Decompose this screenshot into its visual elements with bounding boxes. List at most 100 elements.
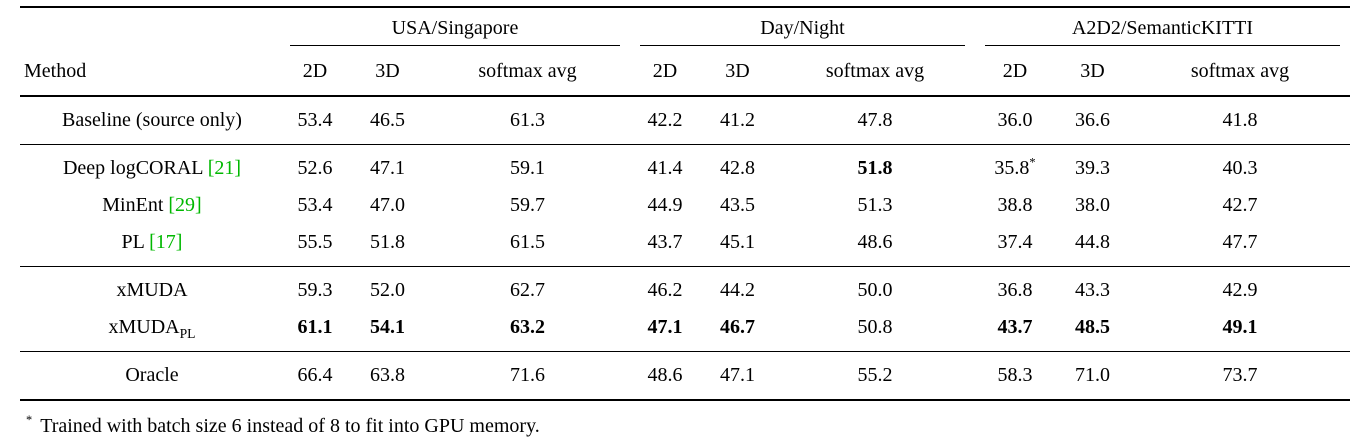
value-cell: 42.2 (647, 109, 683, 131)
value-cell: 37.4 (997, 231, 1033, 253)
citation-ref: [17] (144, 231, 183, 253)
value-cell: 43.7 (647, 231, 683, 253)
method-name: xMUDA (108, 316, 180, 338)
method-cell: Oracle (20, 352, 280, 401)
column-header-3d: 3D (1080, 60, 1105, 82)
table-row: xMUDA 59.3 52.0 62.7 46.2 44.2 50.0 36.8 43.3 42.… (20, 267, 1350, 310)
value-cell: 47.0 (370, 194, 405, 216)
value-cell: 44.2 (720, 279, 755, 301)
value-cell: 45.1 (720, 231, 755, 253)
value-cell: 38.8 (997, 194, 1033, 216)
value-cell: 47.1 (370, 157, 405, 179)
value-cell: 47.7 (1222, 231, 1258, 253)
table-section: Deep logCORAL [21] 52.6 47.1 59.1 41.4 42.8 51… (20, 144, 1351, 267)
table-row: MinEnt [29] 53.4 47.0 59.7 44.9 43.5 51.3 38.8 3… (20, 187, 1350, 224)
value-cell: 52.0 (370, 279, 405, 301)
table-row: Deep logCORAL [21] 52.6 47.1 59.1 41.4 42.8 51… (20, 145, 1350, 188)
value-cell: 48.5 (1075, 316, 1110, 338)
value-cell: 48.6 (647, 364, 683, 386)
value-cell: 40.3 (1222, 157, 1258, 179)
value-cell: 53.4 (297, 194, 333, 216)
column-header-3d: 3D (725, 60, 750, 82)
value-cell: 51.3 (857, 194, 893, 216)
value-cell: 47.8 (857, 109, 893, 131)
value-cell: 39.3 (1075, 157, 1110, 179)
group-label: Day/Night (640, 17, 965, 46)
value-cell: 53.4 (297, 109, 333, 131)
table-section: xMUDA 59.3 52.0 62.7 46.2 44.2 50.0 36.8 43.3 42.… (20, 266, 1351, 352)
table-footnote: * Trained with batch size 6 instead of 8 … (26, 413, 1367, 438)
group-header-usa-singapore: USA/Singapore (280, 7, 630, 48)
value-cell: 54.1 (370, 316, 405, 338)
value-cell: 71.0 (1075, 364, 1110, 386)
table-section: Baseline (source only) 53.4 46.5 61.3 42.2 41… (20, 96, 1351, 145)
group-label: USA/Singapore (290, 17, 620, 46)
method-cell: xMUDAPL (20, 309, 280, 352)
value-cell: 49.1 (1222, 316, 1258, 338)
value-cell: 66.4 (297, 364, 333, 386)
value-cell: 42.9 (1222, 279, 1258, 301)
value-cell: 50.0 (857, 279, 893, 301)
value-cell: 36.6 (1075, 109, 1110, 131)
value-cell: 38.0 (1075, 194, 1110, 216)
value-cell: 59.1 (510, 157, 545, 179)
column-header-method: Method (24, 60, 87, 82)
column-header-2d: 2D (302, 60, 328, 82)
method-subscript: PL (179, 326, 196, 341)
value-cell: 71.6 (510, 364, 545, 386)
footnote-marker: * (26, 413, 33, 428)
method-name: Oracle (125, 364, 179, 386)
value-cell: 61.5 (510, 231, 545, 253)
value-cell: 73.7 (1222, 364, 1258, 386)
column-header-softmax-avg: softmax avg (1190, 60, 1290, 82)
value-cell: 50.8 (857, 316, 893, 338)
value-cell: 52.6 (297, 157, 333, 179)
column-header-3d: 3D (375, 60, 400, 82)
value-cell: 35.8* (994, 155, 1036, 179)
table-row: Baseline (source only) 53.4 46.5 61.3 42.2 41… (20, 96, 1350, 145)
method-name: Baseline (source only) (62, 109, 242, 131)
citation-ref: [21] (202, 157, 242, 179)
column-header-softmax-avg: softmax avg (478, 60, 577, 82)
value-cell: 41.4 (647, 157, 683, 179)
value-cell: 43.5 (720, 194, 755, 216)
value-cell: 62.7 (510, 279, 545, 301)
value-cell: 59.3 (297, 279, 333, 301)
method-cell: Baseline (source only) (20, 96, 280, 145)
value-cell: 41.2 (720, 109, 755, 131)
value-cell: 46.7 (720, 316, 755, 338)
method-cell: Deep logCORAL [21] (20, 145, 280, 188)
method-name: MinEnt (102, 194, 164, 216)
column-header-row: Method 2D 3D softmax avg 2D 3D softmax a… (20, 48, 1350, 96)
value-cell: 46.2 (647, 279, 683, 301)
value-cell: 55.5 (297, 231, 333, 253)
value-cell: 44.8 (1075, 231, 1110, 253)
value-cell: 43.7 (997, 316, 1033, 338)
column-header-2d: 2D (652, 60, 678, 82)
value-cell: 48.6 (857, 231, 893, 253)
value-cell: 61.3 (510, 109, 545, 131)
method-name: xMUDA (116, 279, 188, 301)
value-cell: 51.8 (370, 231, 405, 253)
value-cell: 44.9 (647, 194, 683, 216)
value-cell: 42.8 (720, 157, 755, 179)
column-header-softmax-avg: softmax avg (825, 60, 925, 82)
method-name: Deep logCORAL (62, 157, 203, 179)
method-cell: PL [17] (20, 224, 280, 267)
value-cell: 41.8 (1222, 109, 1258, 131)
value-cell: 47.1 (647, 316, 683, 338)
value-cell: 61.1 (297, 316, 333, 338)
value-cell: 36.0 (997, 109, 1033, 131)
footnote-marker: * (1029, 155, 1036, 170)
table-row: xMUDAPL 61.1 54.1 63.2 47.1 46.7 50.8 43.7 48.5 4… (20, 309, 1350, 352)
value-cell: 63.2 (510, 316, 545, 338)
value-cell: 42.7 (1222, 194, 1258, 216)
method-name: PL (121, 231, 145, 253)
table-header: USA/Singapore Day/Night A2D2/SemanticKIT… (20, 7, 1351, 96)
table-row: Oracle 66.4 63.8 71.6 48.6 47.1 55.2 58.3 71.0 73… (20, 352, 1350, 401)
value-cell: 46.5 (370, 109, 405, 131)
citation-ref: [29] (163, 194, 202, 216)
value-cell: 47.1 (720, 364, 755, 386)
group-header-a2d2-semantickitti: A2D2/SemanticKITTI (975, 7, 1350, 48)
